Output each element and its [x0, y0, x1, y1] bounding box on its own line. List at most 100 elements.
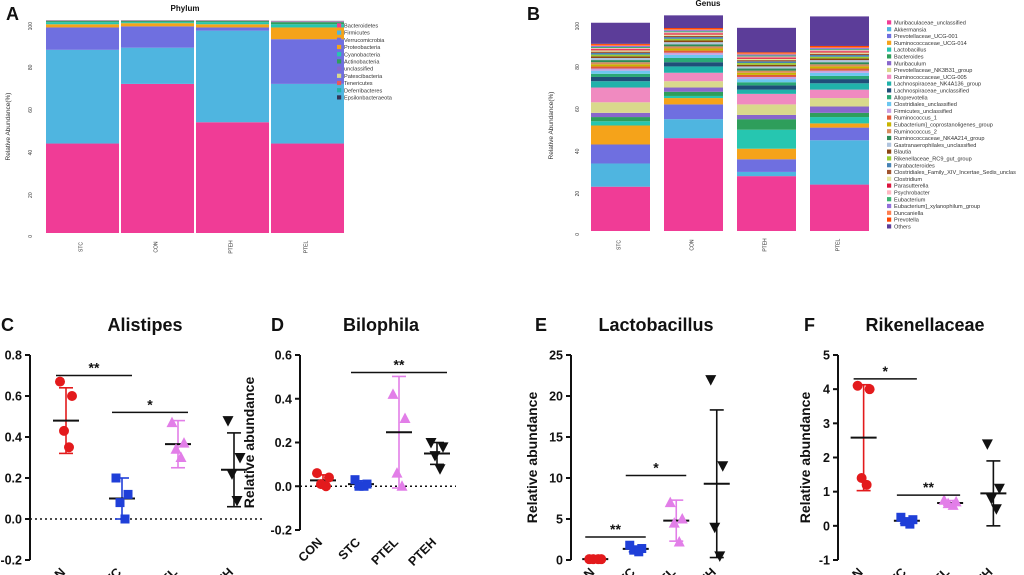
- data-point: [705, 375, 717, 386]
- data-point: [321, 481, 331, 492]
- y-tick-label: 0.4: [275, 392, 292, 406]
- bar-segment-akkermansia: [591, 163, 650, 187]
- bar-segment-ruminococcus-1: [810, 68, 869, 71]
- legend-swatch: [887, 81, 892, 86]
- bar-segment-ruminococcaceae-nk4a214-group: [664, 44, 723, 47]
- legend-entry: Actinobacteria: [344, 60, 380, 66]
- legend-entry: Patescibacteria: [344, 74, 383, 80]
- bar-segment-eubacterium-coprostanoligenes-group: [810, 66, 869, 69]
- bar-segment-eubacterium-xylanophilum-group: [737, 54, 796, 56]
- group-ptel: [663, 496, 690, 547]
- y-tick-label: 5: [556, 513, 563, 527]
- panel-c: C Alistipes -0.2 0.0 0.2 0.4 0.6 0.8 Relative ab…: [0, 315, 262, 575]
- panel-f: F Rikenellaceae -1 0 1 2 3 4 5 Relative abundance…: [797, 315, 1007, 575]
- bar-segment-akkermansia: [664, 119, 723, 139]
- legend-entry: Blautia: [894, 150, 912, 156]
- y-tick-label: 1: [823, 485, 830, 499]
- y-tick-label: 2: [823, 451, 830, 465]
- bar-segment-proteobacteria: [196, 24, 269, 28]
- x-tick-label: CON: [154, 241, 160, 253]
- bar-segment-blautia: [737, 64, 796, 67]
- y-tick-label: -1: [819, 554, 830, 568]
- bar-segment-lachnospiraceae-unclassified: [810, 79, 869, 84]
- panel-e: E Lactobacillus 0 5 10 15 20 25 Relative abundan…: [524, 315, 730, 575]
- data-point: [714, 551, 726, 562]
- bar-segment-firmicutes: [121, 47, 194, 84]
- legend-swatch: [887, 122, 892, 127]
- bar-segment-firmicutes-unclassified: [810, 70, 869, 73]
- bar-segment-lachnospiraceae-nk4a136-group: [591, 81, 650, 88]
- y-axis-label: Relative Abundance(%): [548, 92, 555, 160]
- y-tick-label: 0: [575, 233, 581, 236]
- bar-segment-prevotellaceae-ucg-001: [810, 127, 869, 141]
- bar-segment-cyanobacteria: [46, 22, 119, 25]
- data-point: [359, 481, 369, 491]
- bar-segment-bacteroides: [737, 119, 796, 130]
- group-pteh: [221, 416, 247, 508]
- bar-segment-alloprevotella: [810, 75, 869, 80]
- legend-swatch: [337, 59, 342, 64]
- y-tick-label: 0.6: [5, 390, 22, 404]
- legend-swatch: [887, 27, 892, 32]
- bar-segment-bacteroidetes: [196, 122, 269, 233]
- panel-d: D Bilophila -0.2 0.0 0.2 0.4 0.6 Relative abund…: [241, 315, 456, 569]
- bar-segment-prevotella: [664, 28, 723, 30]
- data-point: [170, 443, 182, 454]
- x-tick-label: STC: [79, 242, 85, 252]
- x-tick-label: CON: [836, 565, 866, 575]
- bar-segment-prevotellaceae-nk3b31-group: [664, 81, 723, 88]
- bar-segment-prevotella: [737, 52, 796, 54]
- data-point: [993, 483, 1005, 495]
- data-point: [67, 391, 77, 401]
- legend-swatch: [887, 210, 892, 215]
- legend-entry: Eubacterium: [894, 197, 926, 203]
- legend-entry: Bacteroidetes: [344, 24, 378, 30]
- group-con: [53, 376, 79, 455]
- data-point: [178, 437, 190, 448]
- legend-entry: Verrucomicrobia: [344, 38, 385, 44]
- data-point: [717, 461, 729, 472]
- chart-title: Genus: [696, 0, 721, 8]
- group-con: [582, 554, 609, 565]
- bar-segment-clostridiales-family-xiv-incertae-sedis-unclas: [591, 51, 650, 53]
- bar-segment-ruminococcus-2: [737, 70, 796, 73]
- bar-segment-actinobacteria: [121, 21, 194, 23]
- legend-swatch: [337, 52, 342, 57]
- data-point: [111, 473, 121, 483]
- bar-segment-bacteroides: [591, 117, 650, 122]
- data-point: [852, 380, 863, 391]
- chart-title: Phylum: [171, 4, 200, 13]
- y-tick-label: 20: [575, 191, 581, 197]
- bar-segment-clostridiales-family-xiv-incertae-sedis-unclas: [664, 35, 723, 38]
- bar-segment-bacteroidetes: [271, 143, 344, 233]
- bar-segment-parasutterella: [591, 49, 650, 51]
- y-axis-label: Relative abundance: [241, 377, 257, 509]
- legend-swatch: [887, 101, 892, 107]
- bar-segment-eubacterium-coprostanoligenes-group: [737, 72, 796, 75]
- legend-entry: Psychrobacter: [894, 191, 930, 197]
- legend-swatch: [887, 40, 892, 45]
- bar-segment-clostridium: [810, 52, 869, 54]
- y-tick-label: 40: [28, 150, 34, 156]
- bar-segment-psychrobacter: [810, 50, 869, 52]
- data-point: [391, 467, 403, 478]
- legend-swatch: [887, 163, 892, 168]
- data-point: [437, 442, 449, 453]
- y-tick-label: 4: [823, 383, 830, 397]
- legend-swatch: [337, 23, 342, 28]
- bar-segment-parabacteroides: [737, 61, 796, 64]
- bar-segment-prevotellaceae-ucg-001: [737, 159, 796, 172]
- y-tick-label: 0: [556, 554, 563, 568]
- legend-entry: Epsilonbacteraeota: [344, 96, 393, 102]
- data-point: [324, 472, 334, 483]
- data-point: [64, 442, 74, 453]
- legend-swatch: [887, 61, 892, 66]
- bar-segment-alloprevotella: [664, 57, 723, 63]
- y-tick-label: 80: [575, 64, 581, 70]
- bar-segment-akkermansia: [737, 171, 796, 177]
- legend-swatch: [337, 37, 342, 42]
- bar-segment-eubacterium-coprostanoligenes-group: [664, 48, 723, 51]
- bar-segment-eubacterium-coprostanoligenes-group: [591, 64, 650, 67]
- chart-title: Lactobacillus: [598, 315, 713, 335]
- data-point: [399, 412, 411, 423]
